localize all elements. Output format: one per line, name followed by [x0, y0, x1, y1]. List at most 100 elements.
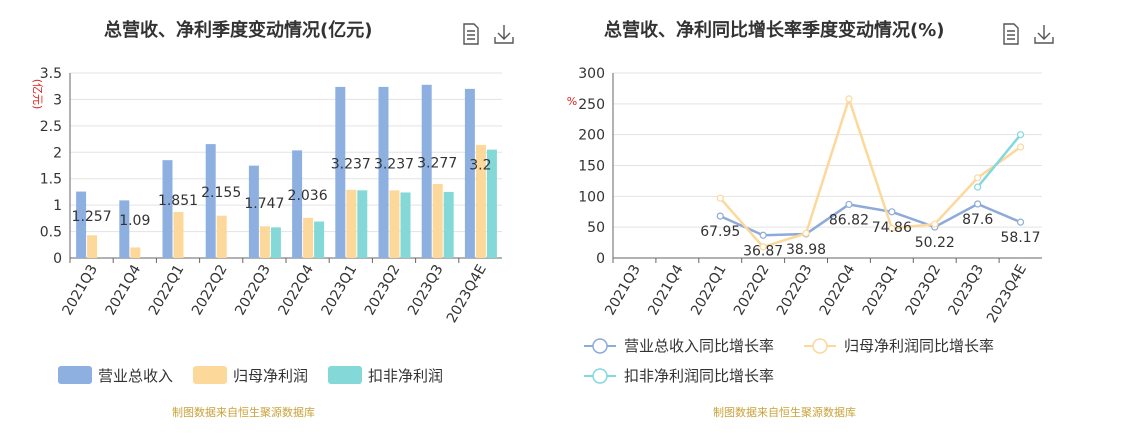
bar — [335, 86, 346, 258]
x-tick-label: 2022Q1 — [688, 262, 730, 318]
bar — [270, 227, 281, 258]
y-tick-label: 0 — [53, 251, 62, 267]
bar — [173, 212, 184, 258]
y-tick-label: 50 — [587, 220, 605, 236]
bar — [259, 226, 270, 258]
series-point — [1016, 143, 1025, 151]
series-point — [1016, 131, 1025, 139]
download-icon[interactable] — [492, 22, 514, 46]
y-axis-unit: % — [567, 95, 577, 108]
x-tick-label: 2023Q3 — [945, 262, 987, 318]
bar-data-label: 1.09 — [119, 213, 150, 229]
revenue-profit-chart-panel: 总营收、净利季度变动情况(亿元) (亿元) 0 0.5 1 1.5 2 2.5 3 3.5 202… — [0, 0, 560, 441]
bar — [346, 189, 357, 258]
x-tick-label: 2022Q1 — [146, 262, 188, 318]
bar — [130, 247, 141, 258]
bar-data-label: 1.851 — [158, 193, 198, 209]
download-icon[interactable] — [1032, 22, 1054, 46]
series-line — [976, 133, 1022, 188]
x-tick-label: 2022Q2 — [731, 262, 773, 318]
data-source-note: 制图数据来自恒生聚源数据库 — [172, 406, 315, 419]
series-point — [1016, 218, 1025, 226]
bar — [87, 235, 98, 258]
bar-data-label: 3.277 — [417, 155, 457, 171]
bar-data-label: 1.747 — [244, 196, 284, 212]
series-point — [931, 220, 939, 228]
legend-label: 营业总收入 — [98, 367, 173, 385]
x-tick-label: 2022Q3 — [232, 262, 274, 318]
point-data-label: 50.22 — [915, 235, 955, 251]
x-tick-label: 2023Q3 — [405, 262, 447, 318]
legend-swatch — [193, 366, 227, 384]
x-tick-label: 2021Q4 — [645, 262, 687, 318]
y-tick-label: 100 — [578, 189, 605, 205]
bar — [119, 200, 130, 258]
bar — [216, 215, 227, 258]
bar-data-label: 3.237 — [331, 156, 371, 172]
point-data-label: 87.6 — [962, 212, 993, 228]
series-point — [845, 95, 853, 103]
series-point — [802, 229, 810, 237]
document-icon[interactable] — [460, 22, 482, 46]
x-tick-label: 2023Q1 — [319, 262, 361, 318]
series-point — [716, 212, 724, 220]
document-icon[interactable] — [1000, 22, 1022, 46]
x-tick-label: 2022Q2 — [189, 262, 231, 318]
bar — [486, 149, 497, 258]
bar — [421, 84, 432, 258]
series-point — [716, 194, 724, 202]
y-axis-unit: (亿元) — [31, 79, 44, 110]
bar — [292, 150, 303, 258]
legend-marker — [592, 338, 608, 354]
bar — [475, 144, 486, 258]
bar-data-label: 2.036 — [288, 188, 328, 204]
legend-swatch — [58, 366, 92, 384]
bar — [248, 165, 259, 258]
bar-data-label: 1.257 — [72, 209, 112, 225]
point-data-label: 58.17 — [1001, 230, 1041, 246]
series-point — [888, 208, 896, 216]
y-tick-label: 3.5 — [40, 66, 62, 82]
bar — [443, 191, 454, 258]
bar — [76, 191, 87, 258]
bar — [162, 160, 173, 258]
growth-rate-chart-panel: 总营收、净利同比增长率季度变动情况(%) % 0 50 100 150 200 250 300… — [560, 0, 1123, 441]
series-point — [974, 200, 982, 208]
x-tick-label: 2021Q3 — [59, 262, 101, 318]
point-data-label: 86.82 — [829, 212, 869, 228]
bar — [432, 184, 443, 258]
x-tick-label: 2022Q4 — [275, 262, 317, 318]
y-tick-label: 150 — [578, 159, 605, 175]
series-point — [845, 200, 853, 209]
bar — [314, 221, 325, 258]
point-data-label: 36.87 — [743, 243, 783, 259]
legend-swatch — [328, 366, 362, 384]
x-tick-label: 2023Q4E — [444, 262, 490, 326]
y-tick-label: 2.5 — [40, 119, 62, 135]
series-line — [719, 94, 1022, 249]
y-tick-label: 0 — [596, 251, 605, 267]
y-tick-label: 250 — [578, 97, 605, 113]
series-point — [974, 183, 982, 191]
bar — [303, 217, 314, 258]
bar — [400, 192, 411, 258]
bar-data-label: 3.2 — [469, 157, 491, 173]
y-tick-label: 0.5 — [40, 225, 62, 241]
point-data-label: 74.86 — [872, 220, 912, 236]
legend-label: 扣非净利润 — [368, 367, 443, 385]
y-tick-label: 1 — [53, 198, 62, 214]
y-tick-label: 2 — [53, 145, 62, 161]
bar-data-label: 3.237 — [374, 156, 414, 172]
bar — [378, 86, 389, 258]
x-tick-label: 2023Q2 — [362, 262, 404, 318]
y-tick-label: 200 — [578, 128, 605, 144]
y-tick-label: 1.5 — [40, 172, 62, 188]
chart-title: 总营收、净利同比增长率季度变动情况(%) — [604, 20, 945, 41]
legend-label: 营业总收入同比增长率 — [624, 337, 774, 355]
series-point — [974, 174, 982, 182]
legend-label: 扣非净利润同比增长率 — [624, 367, 774, 385]
legend-label: 归母净利润同比增长率 — [844, 337, 994, 355]
bar — [205, 144, 216, 258]
chart-title: 总营收、净利季度变动情况(亿元) — [104, 20, 373, 41]
